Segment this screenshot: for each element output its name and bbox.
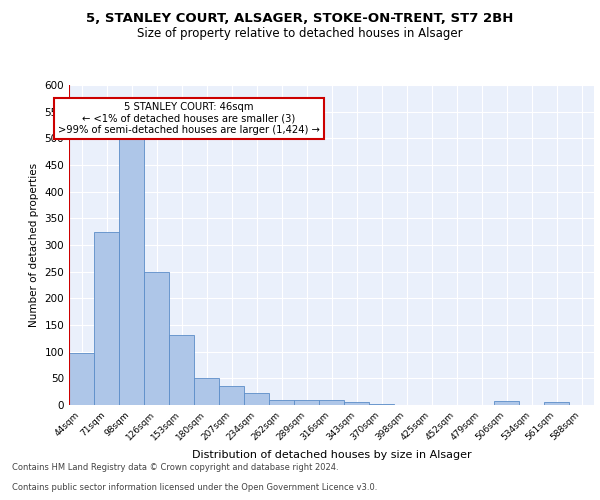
Bar bbox=[244, 394, 269, 405]
Text: Contains public sector information licensed under the Open Government Licence v3: Contains public sector information licen… bbox=[12, 484, 377, 492]
Text: Size of property relative to detached houses in Alsager: Size of property relative to detached ho… bbox=[137, 28, 463, 40]
Bar bbox=[94, 232, 119, 405]
Y-axis label: Number of detached properties: Number of detached properties bbox=[29, 163, 39, 327]
Bar bbox=[194, 378, 219, 405]
Bar bbox=[344, 402, 369, 405]
Bar bbox=[369, 404, 394, 405]
X-axis label: Distribution of detached houses by size in Alsager: Distribution of detached houses by size … bbox=[191, 450, 472, 460]
Text: Contains HM Land Registry data © Crown copyright and database right 2024.: Contains HM Land Registry data © Crown c… bbox=[12, 464, 338, 472]
Bar bbox=[219, 386, 244, 405]
Bar bbox=[269, 400, 294, 405]
Bar bbox=[169, 334, 194, 405]
Bar bbox=[119, 138, 144, 405]
Text: 5, STANLEY COURT, ALSAGER, STOKE-ON-TRENT, ST7 2BH: 5, STANLEY COURT, ALSAGER, STOKE-ON-TREN… bbox=[86, 12, 514, 26]
Bar bbox=[144, 272, 169, 405]
Bar bbox=[319, 400, 344, 405]
Text: 5 STANLEY COURT: 46sqm
← <1% of detached houses are smaller (3)
>99% of semi-det: 5 STANLEY COURT: 46sqm ← <1% of detached… bbox=[58, 102, 320, 136]
Bar bbox=[69, 352, 94, 405]
Bar bbox=[294, 400, 319, 405]
Bar bbox=[494, 402, 519, 405]
Bar bbox=[544, 402, 569, 405]
